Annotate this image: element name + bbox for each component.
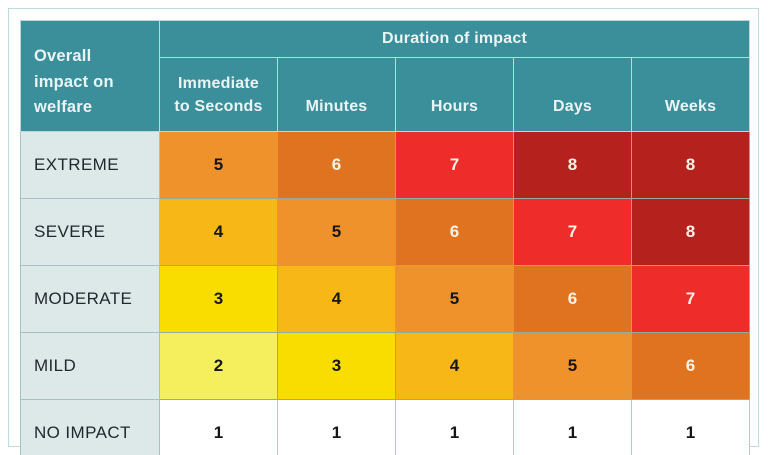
duration-header-row: Overall impact on welfare Duration of im… (20, 20, 751, 132)
row-label-mild: MILD (20, 332, 160, 400)
row-label-no-impact: NO IMPACT (20, 399, 160, 455)
figure-frame: Overall impact on welfare Duration of im… (8, 8, 759, 455)
matrix-cell: 6 (630, 332, 751, 400)
matrix-cell: 5 (513, 332, 632, 400)
matrix-cell: 1 (395, 399, 514, 455)
row-label-extreme: EXTREME (20, 131, 160, 199)
matrix-cell: 2 (159, 332, 278, 400)
matrix-cell: 1 (277, 399, 396, 455)
matrix-cell: 7 (395, 131, 514, 199)
col-header-weeks: Weeks (630, 57, 751, 132)
matrix-cell: 8 (630, 198, 751, 266)
corner-header-overall-impact: Overall impact on welfare (20, 20, 160, 132)
table-row-severe: SEVERE 4 5 6 7 8 (20, 198, 751, 266)
matrix-cell: 6 (513, 265, 632, 333)
table-row-no-impact: NO IMPACT 1 1 1 1 1 (20, 399, 751, 455)
matrix-cell: 5 (277, 198, 396, 266)
table-row-mild: MILD 2 3 4 5 6 (20, 332, 751, 400)
matrix-cell: 4 (277, 265, 396, 333)
matrix-cell: 4 (395, 332, 514, 400)
matrix-cell: 4 (159, 198, 278, 266)
matrix-cell: 1 (630, 399, 751, 455)
row-label-moderate: MODERATE (20, 265, 160, 333)
col-header-minutes: Minutes (277, 57, 396, 132)
table-row-extreme: EXTREME 5 6 7 8 8 (20, 131, 751, 199)
matrix-cell: 7 (630, 265, 751, 333)
matrix-cell: 3 (277, 332, 396, 400)
matrix-cell: 8 (630, 131, 751, 199)
duration-of-impact-header: Duration of impact (158, 20, 751, 58)
table-row-moderate: MODERATE 3 4 5 6 7 (20, 265, 751, 333)
matrix-cell: 5 (395, 265, 514, 333)
welfare-impact-matrix: Overall impact on welfare Duration of im… (20, 20, 751, 455)
matrix-cell: 6 (277, 131, 396, 199)
row-label-severe: SEVERE (20, 198, 160, 266)
col-header-days: Days (513, 57, 632, 132)
col-header-immediate-to-seconds: Immediate to Seconds (159, 57, 278, 132)
matrix-cell: 1 (159, 399, 278, 455)
matrix-cell: 3 (159, 265, 278, 333)
matrix-cell: 5 (159, 131, 278, 199)
matrix-cell: 7 (513, 198, 632, 266)
matrix-cell: 8 (513, 131, 632, 199)
matrix-cell: 6 (395, 198, 514, 266)
matrix-cell: 1 (513, 399, 632, 455)
col-header-hours: Hours (395, 57, 514, 132)
column-header-row: Immediate to Seconds Minutes Hours Days … (21, 57, 751, 132)
